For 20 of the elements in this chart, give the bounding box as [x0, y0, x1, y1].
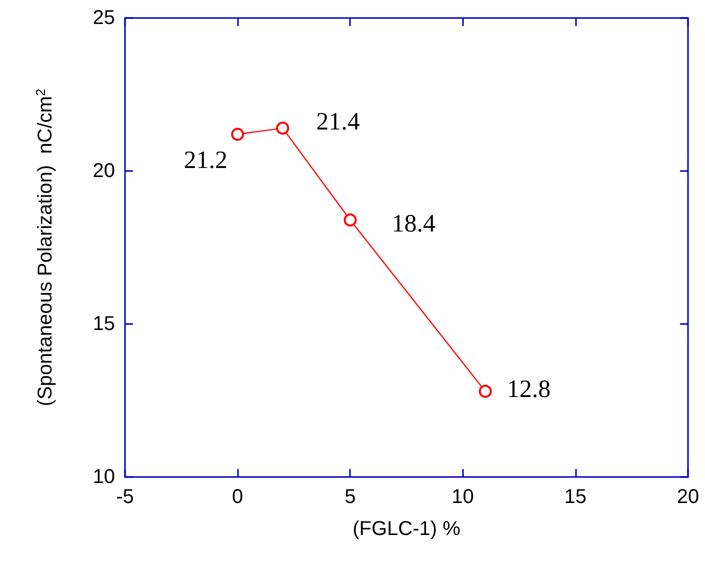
y-axis-title: (Spontaneous Polarization) nC/cm2 — [33, 88, 56, 406]
x-tick-label: 10 — [452, 486, 474, 508]
data-label: 21.2 — [184, 146, 228, 174]
y-tick-label: 10 — [92, 466, 115, 488]
x-tick-label: 5 — [344, 486, 356, 508]
x-tick-label: 15 — [564, 486, 587, 508]
y-tick-label: 20 — [92, 160, 115, 182]
point — [344, 213, 357, 226]
point — [478, 384, 492, 398]
x-axis-title: (FGLC-1) % — [352, 518, 461, 540]
point — [276, 122, 290, 135]
data-label: 12.8 — [506, 376, 551, 403]
point — [231, 128, 244, 141]
x-tick-label: 0 — [232, 486, 244, 508]
x-tick-label: -5 — [116, 486, 134, 508]
x-tick-label: 20 — [676, 486, 700, 508]
data-label: 18.4 — [392, 210, 436, 238]
y-tick-label: 25 — [92, 7, 115, 29]
data-label: 21.4 — [316, 108, 360, 136]
y-tick-label: 15 — [92, 313, 115, 335]
